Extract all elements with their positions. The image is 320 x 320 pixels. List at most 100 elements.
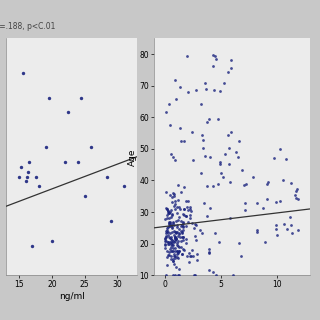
Point: [175, 234, 180, 239]
Point: [187, 253, 192, 259]
Point: [221, 80, 227, 85]
Point: [175, 250, 180, 255]
Point: [167, 192, 172, 197]
Point: [228, 65, 234, 70]
Point: [170, 190, 175, 196]
Point: [274, 227, 279, 232]
Point: [169, 212, 174, 217]
Point: [177, 235, 182, 240]
Point: [237, 139, 242, 144]
Point: [215, 116, 220, 121]
Point: [174, 204, 180, 210]
Point: [203, 81, 208, 86]
Point: [172, 251, 177, 256]
Point: [181, 206, 187, 212]
Point: [172, 206, 178, 211]
Point: [193, 221, 198, 227]
Point: [169, 152, 174, 157]
Point: [278, 198, 283, 204]
Point: [173, 199, 178, 204]
Point: [164, 227, 169, 232]
Point: [189, 130, 195, 135]
Point: [176, 248, 181, 253]
Point: [234, 150, 239, 155]
Point: [163, 216, 168, 221]
Point: [179, 251, 184, 256]
Point: [163, 242, 168, 247]
Point: [211, 269, 216, 275]
Point: [189, 254, 194, 259]
Point: [203, 87, 208, 92]
Point: [293, 196, 298, 201]
Point: [179, 223, 184, 228]
Point: [227, 179, 232, 184]
Point: [175, 224, 180, 229]
Point: [24, 174, 29, 179]
Point: [163, 238, 168, 243]
Point: [170, 246, 175, 251]
Point: [164, 212, 169, 217]
Point: [211, 63, 216, 68]
Point: [194, 258, 199, 263]
Point: [207, 205, 212, 210]
Point: [177, 84, 182, 89]
Point: [173, 236, 178, 242]
Point: [186, 250, 191, 255]
Point: [175, 238, 180, 243]
Point: [164, 255, 169, 260]
Point: [170, 273, 175, 278]
Point: [212, 231, 217, 236]
Point: [164, 273, 169, 278]
Point: [206, 250, 211, 255]
Point: [50, 238, 55, 243]
Point: [198, 171, 204, 176]
Point: [212, 53, 217, 59]
Point: [171, 249, 176, 254]
Point: [172, 194, 177, 199]
Point: [169, 245, 174, 250]
Point: [46, 95, 51, 100]
Point: [176, 245, 181, 250]
Point: [188, 208, 194, 213]
Point: [182, 207, 187, 212]
Point: [185, 205, 190, 210]
Point: [174, 248, 179, 253]
Point: [170, 243, 175, 248]
Point: [227, 161, 232, 166]
Point: [173, 231, 179, 236]
Point: [265, 179, 270, 184]
Point: [181, 238, 186, 243]
Point: [167, 123, 172, 128]
Point: [165, 241, 171, 246]
Point: [171, 258, 176, 263]
Point: [236, 240, 241, 245]
Point: [166, 102, 172, 107]
Point: [180, 223, 185, 228]
Point: [169, 214, 174, 219]
Point: [174, 210, 179, 215]
Point: [168, 234, 173, 239]
Point: [239, 168, 244, 173]
Point: [189, 248, 195, 253]
Point: [170, 221, 175, 226]
Point: [218, 89, 223, 94]
Point: [254, 200, 260, 205]
Point: [33, 174, 38, 179]
Point: [169, 224, 174, 229]
Point: [211, 183, 216, 188]
Point: [169, 223, 174, 228]
Point: [62, 159, 68, 164]
Point: [172, 229, 178, 235]
Point: [284, 227, 289, 232]
Point: [217, 159, 222, 164]
Y-axis label: Age: Age: [128, 148, 137, 165]
Point: [215, 182, 220, 187]
Point: [172, 238, 177, 244]
Point: [105, 174, 110, 179]
Point: [197, 228, 203, 233]
Point: [183, 236, 188, 242]
Point: [185, 208, 190, 213]
Point: [170, 220, 175, 225]
Point: [180, 212, 185, 217]
Point: [169, 242, 174, 247]
